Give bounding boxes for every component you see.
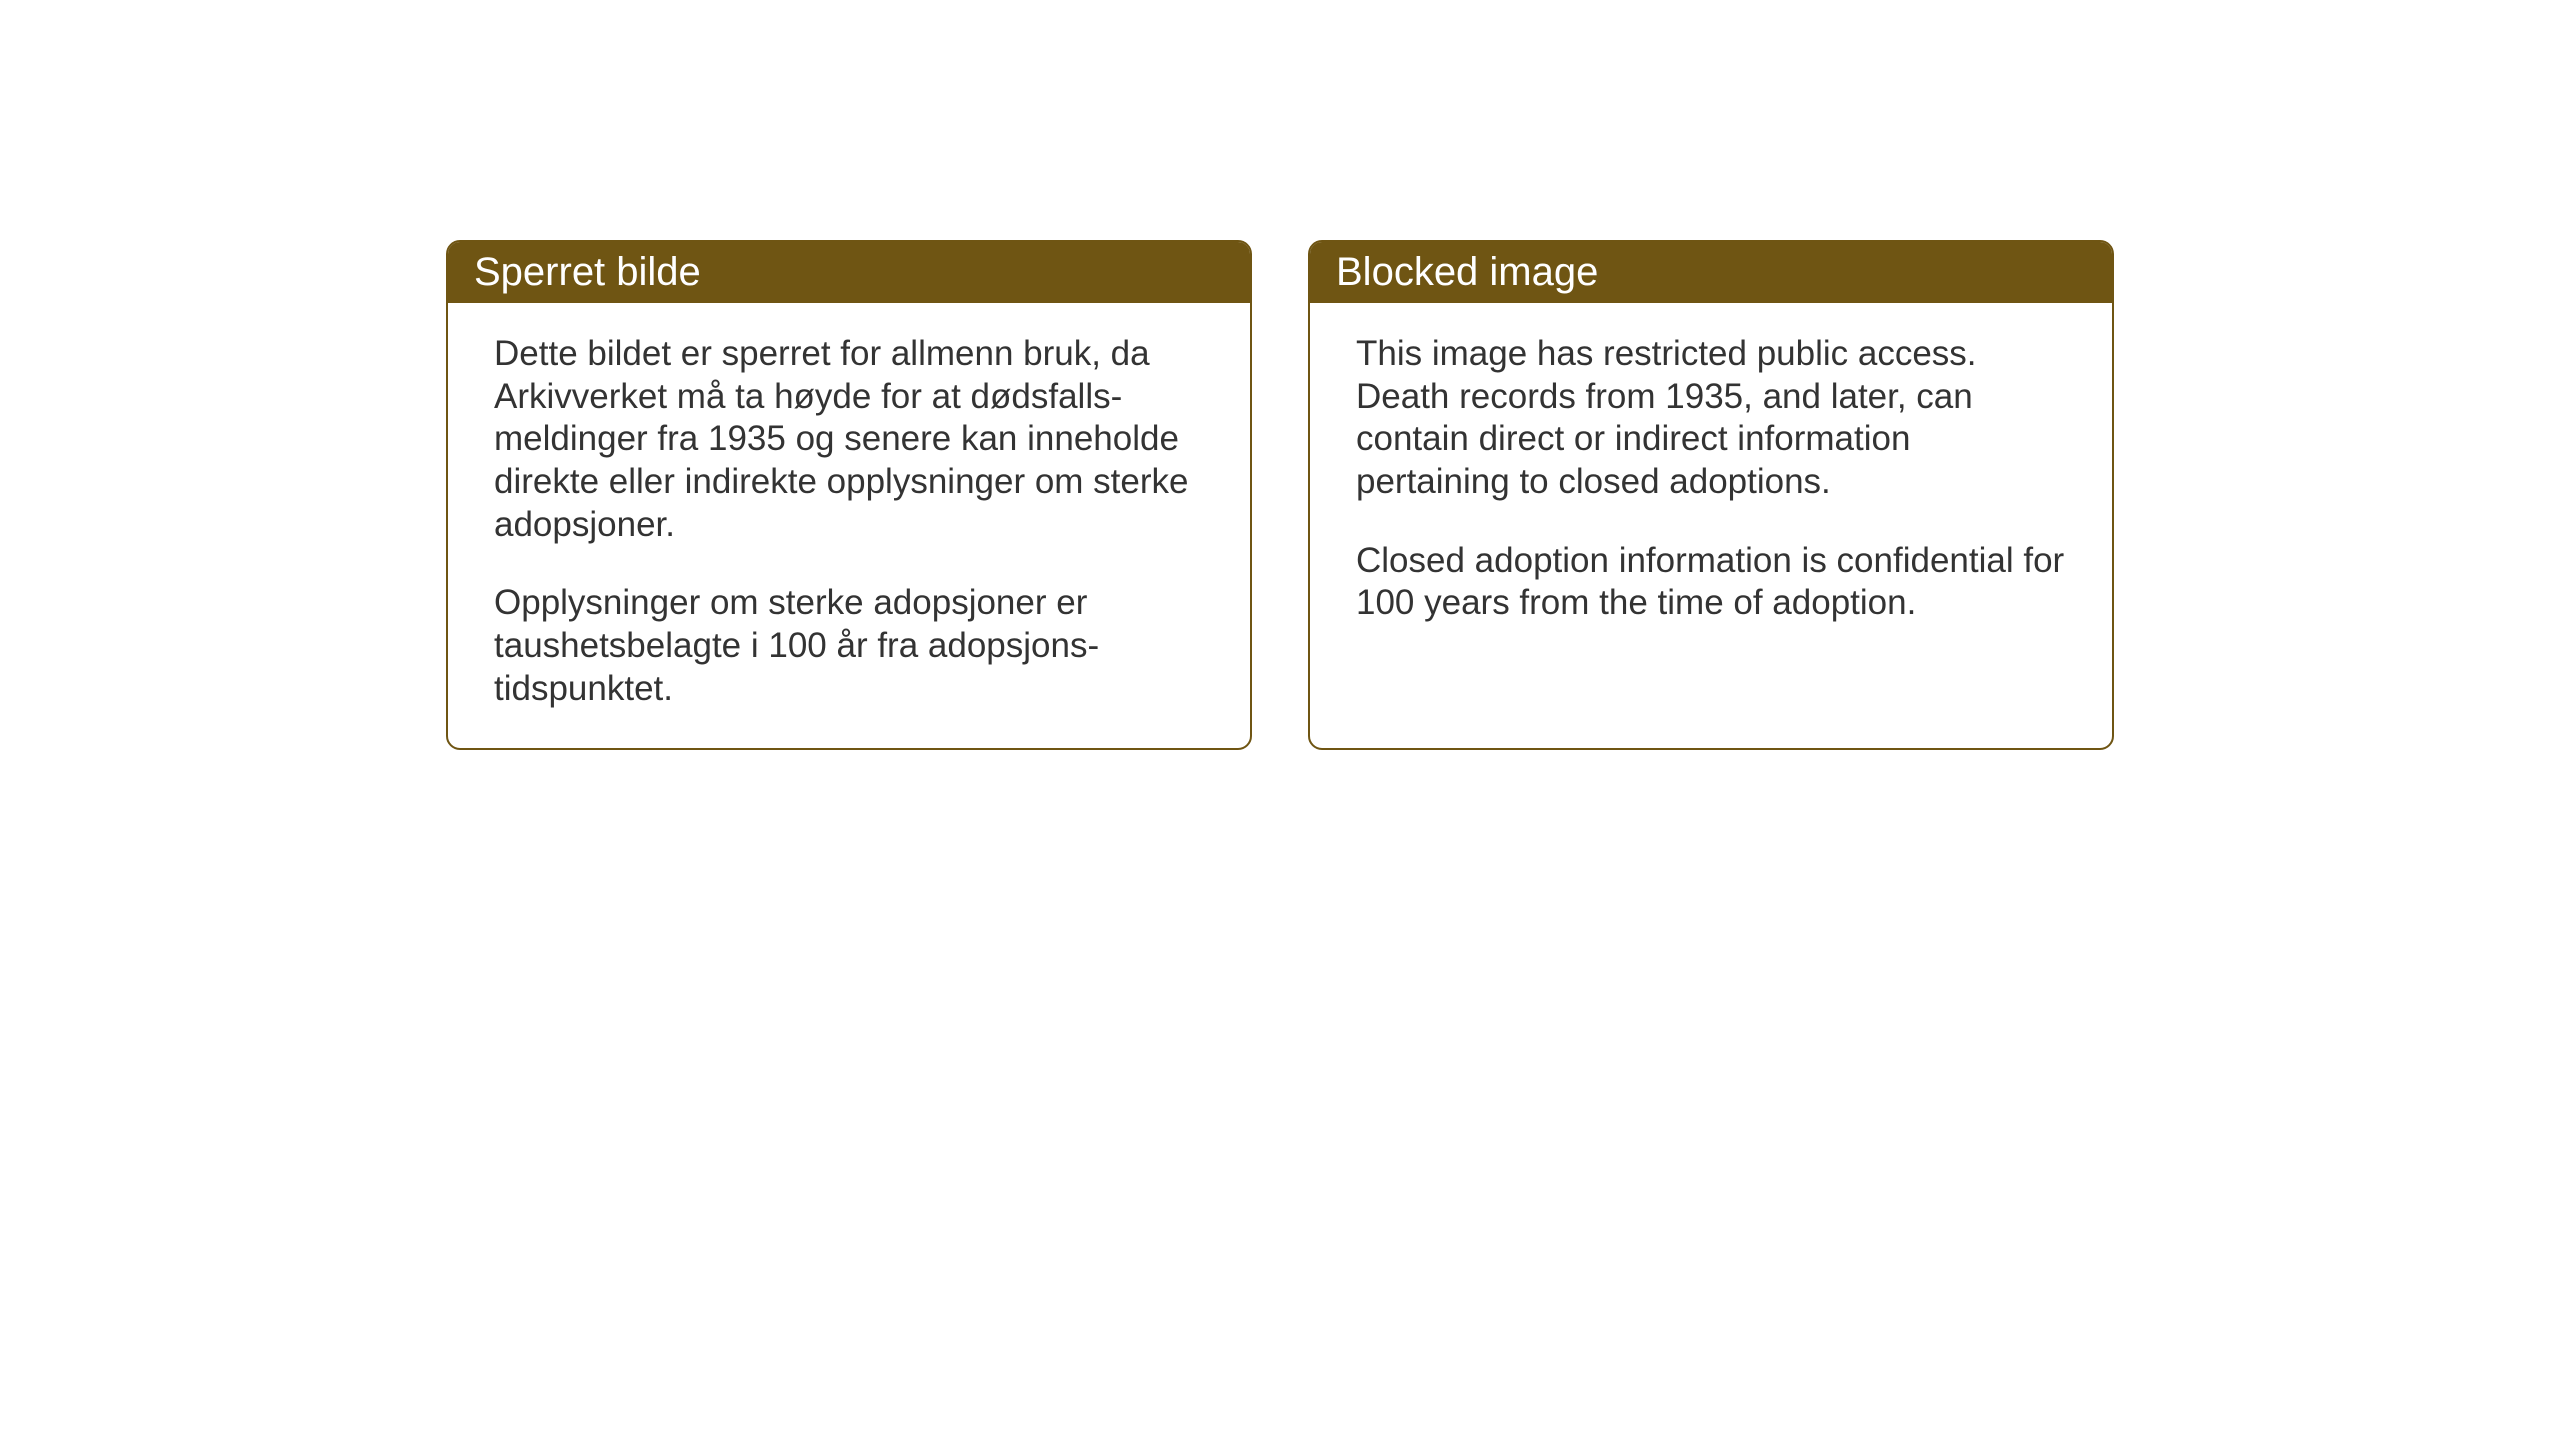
english-paragraph-2: Closed adoption information is confident…	[1356, 540, 2066, 625]
norwegian-paragraph-1: Dette bildet er sperret for allmenn bruk…	[494, 333, 1204, 546]
norwegian-card-body: Dette bildet er sperret for allmenn bruk…	[448, 303, 1250, 750]
cards-container: Sperret bilde Dette bildet er sperret fo…	[446, 240, 2114, 750]
english-card-header: Blocked image	[1310, 242, 2112, 303]
english-card-body: This image has restricted public access.…	[1310, 303, 2112, 665]
norwegian-card-header: Sperret bilde	[448, 242, 1250, 303]
norwegian-paragraph-2: Opplysninger om sterke adopsjoner er tau…	[494, 582, 1204, 710]
english-card-title: Blocked image	[1336, 250, 1598, 294]
norwegian-card-title: Sperret bilde	[474, 250, 701, 294]
english-card: Blocked image This image has restricted …	[1308, 240, 2114, 750]
norwegian-card: Sperret bilde Dette bildet er sperret fo…	[446, 240, 1252, 750]
english-paragraph-1: This image has restricted public access.…	[1356, 333, 2066, 504]
